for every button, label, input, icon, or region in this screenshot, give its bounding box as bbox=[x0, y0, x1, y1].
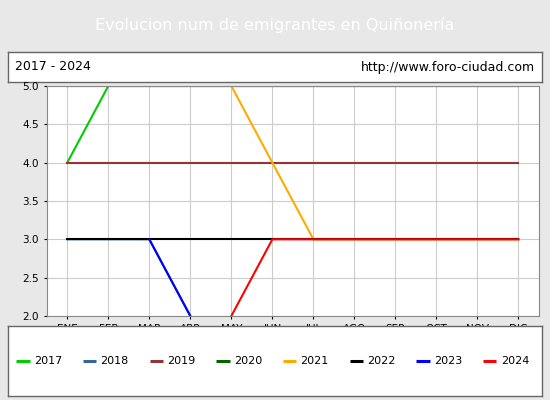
Text: 2020: 2020 bbox=[234, 356, 262, 366]
Text: 2024: 2024 bbox=[500, 356, 529, 366]
Text: Evolucion num de emigrantes en Quiñonería: Evolucion num de emigrantes en Quiñonerí… bbox=[95, 17, 455, 33]
Text: http://www.foro-ciudad.com: http://www.foro-ciudad.com bbox=[361, 60, 535, 74]
Text: 2023: 2023 bbox=[434, 356, 462, 366]
Text: 2017 - 2024: 2017 - 2024 bbox=[15, 60, 91, 74]
Text: 2022: 2022 bbox=[367, 356, 395, 366]
Text: 2019: 2019 bbox=[167, 356, 195, 366]
Text: 2018: 2018 bbox=[101, 356, 129, 366]
Text: 2021: 2021 bbox=[301, 356, 329, 366]
Text: 2017: 2017 bbox=[34, 356, 62, 366]
